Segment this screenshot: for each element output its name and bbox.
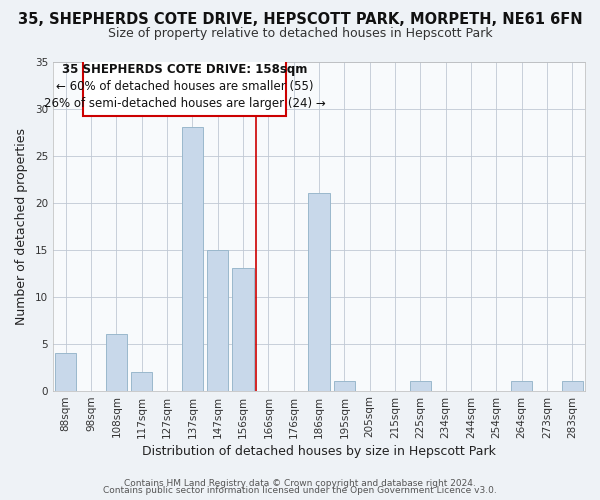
Bar <box>308 193 330 390</box>
Bar <box>232 268 254 390</box>
Text: Contains public sector information licensed under the Open Government Licence v3: Contains public sector information licen… <box>103 486 497 495</box>
X-axis label: Distribution of detached houses by size in Hepscott Park: Distribution of detached houses by size … <box>142 444 496 458</box>
Bar <box>106 334 127 390</box>
Text: Size of property relative to detached houses in Hepscott Park: Size of property relative to detached ho… <box>107 28 493 40</box>
Text: ← 60% of detached houses are smaller (55): ← 60% of detached houses are smaller (55… <box>56 80 314 94</box>
Bar <box>207 250 229 390</box>
Bar <box>182 128 203 390</box>
Text: 35, SHEPHERDS COTE DRIVE, HEPSCOTT PARK, MORPETH, NE61 6FN: 35, SHEPHERDS COTE DRIVE, HEPSCOTT PARK,… <box>17 12 583 28</box>
Bar <box>131 372 152 390</box>
Bar <box>83 48 286 116</box>
Bar <box>562 381 583 390</box>
Bar <box>334 381 355 390</box>
Bar <box>55 353 76 391</box>
Y-axis label: Number of detached properties: Number of detached properties <box>15 128 28 324</box>
Bar <box>410 381 431 390</box>
Bar <box>511 381 532 390</box>
Text: Contains HM Land Registry data © Crown copyright and database right 2024.: Contains HM Land Registry data © Crown c… <box>124 478 476 488</box>
Text: 26% of semi-detached houses are larger (24) →: 26% of semi-detached houses are larger (… <box>44 98 326 110</box>
Text: 35 SHEPHERDS COTE DRIVE: 158sqm: 35 SHEPHERDS COTE DRIVE: 158sqm <box>62 64 307 76</box>
